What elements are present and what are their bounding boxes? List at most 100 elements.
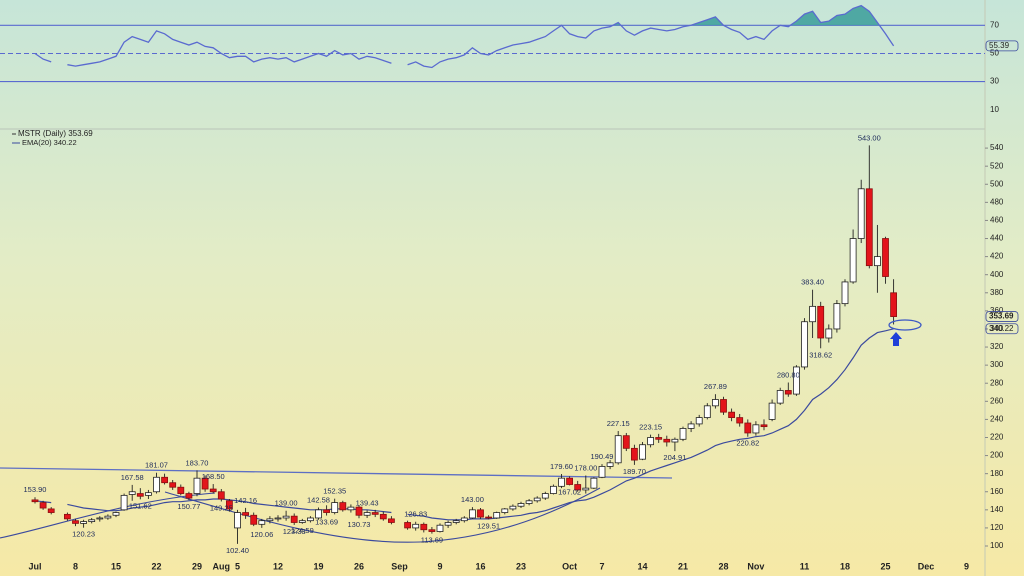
candle-body bbox=[31, 499, 39, 503]
value-tag: 340.22 bbox=[989, 324, 1014, 333]
candle-body bbox=[80, 521, 87, 524]
high-label: 280.80 bbox=[777, 370, 800, 379]
value-tag-box bbox=[985, 311, 1019, 322]
rsi-tick-label: 30 bbox=[990, 77, 999, 86]
candle-body bbox=[371, 512, 379, 515]
candle-body bbox=[784, 390, 792, 395]
x-tick-label: Aug bbox=[213, 561, 231, 571]
low-label: 113.69 bbox=[421, 536, 443, 545]
candle-body bbox=[712, 399, 719, 407]
high-label: 153.90 bbox=[24, 485, 47, 494]
candle-body bbox=[485, 516, 493, 519]
candle-body bbox=[104, 515, 112, 519]
candle-body bbox=[282, 515, 290, 519]
candle-body bbox=[501, 508, 509, 513]
x-tick-label: 8 bbox=[73, 561, 78, 571]
candle-body bbox=[509, 505, 517, 510]
y-tick-label: 160 bbox=[990, 487, 1004, 496]
candle-body bbox=[355, 506, 363, 516]
candle-body bbox=[47, 508, 55, 513]
candle-body bbox=[64, 513, 71, 520]
candle-body bbox=[890, 292, 897, 317]
candle-body bbox=[841, 281, 849, 305]
y-tick-label: 500 bbox=[990, 179, 1004, 188]
y-tick-label: 200 bbox=[990, 451, 1004, 460]
candle-body bbox=[234, 512, 241, 529]
high-label: 383.40 bbox=[801, 278, 824, 287]
candle-body bbox=[736, 417, 744, 424]
candle-body bbox=[96, 517, 104, 520]
value-tag: 55.39 bbox=[989, 41, 1010, 50]
low-label: 123.33 bbox=[283, 527, 306, 536]
candle-body bbox=[242, 512, 250, 516]
high-label: 190.49 bbox=[591, 452, 614, 461]
high-label: 183.70 bbox=[186, 458, 209, 467]
candle-body bbox=[136, 493, 144, 497]
x-tick-label: 16 bbox=[475, 561, 485, 571]
candle-body bbox=[663, 438, 671, 443]
y-tick-label: 380 bbox=[990, 288, 1004, 297]
candle-body bbox=[622, 435, 630, 449]
rsi-tick-label: 50 bbox=[990, 49, 999, 58]
candle-body bbox=[728, 411, 735, 418]
x-tick-label: 5 bbox=[235, 561, 240, 571]
candle-body bbox=[493, 512, 501, 519]
y-tick-label: 320 bbox=[990, 342, 1004, 351]
candle-body bbox=[444, 522, 452, 526]
high-label: 126.83 bbox=[404, 510, 427, 519]
high-label: 179.60 bbox=[550, 462, 573, 471]
high-label: 227.15 bbox=[607, 419, 630, 428]
x-tick-label: 12 bbox=[273, 561, 283, 571]
candle-body bbox=[161, 476, 169, 484]
candle-body bbox=[833, 303, 841, 330]
y-tick-label: 540 bbox=[990, 143, 1004, 152]
y-tick-label: 260 bbox=[990, 396, 1004, 405]
y-tick-label: 520 bbox=[990, 161, 1004, 170]
arrow-icon bbox=[890, 332, 902, 346]
candle-body bbox=[671, 438, 679, 443]
candle-body bbox=[201, 477, 209, 490]
low-label: 204.91 bbox=[663, 453, 686, 462]
value-tag-box bbox=[985, 323, 1019, 335]
candle-body bbox=[776, 390, 784, 404]
candle-body bbox=[379, 513, 387, 520]
high-label: 223.15 bbox=[639, 423, 662, 432]
candle-body bbox=[428, 529, 436, 532]
candle-body bbox=[809, 305, 816, 323]
candle-body bbox=[153, 476, 160, 493]
low-label: 318.62 bbox=[809, 350, 832, 359]
x-tick-label: 18 bbox=[840, 561, 850, 571]
candle-body bbox=[169, 482, 177, 488]
candle-body bbox=[452, 520, 460, 523]
candle-body bbox=[817, 305, 825, 339]
y-tick-label: 240 bbox=[990, 415, 1004, 424]
y-tick-label: 420 bbox=[990, 252, 1004, 261]
candle-body bbox=[793, 366, 800, 395]
high-label: 143.00 bbox=[461, 495, 484, 504]
candle-body bbox=[306, 517, 314, 522]
high-label: 168.50 bbox=[202, 472, 225, 481]
y-tick-label: 100 bbox=[990, 541, 1004, 550]
x-tick-label: 25 bbox=[880, 561, 890, 571]
low-label: 167.02 bbox=[558, 487, 581, 496]
x-tick-label: Nov bbox=[747, 561, 764, 571]
low-label: 150.77 bbox=[177, 502, 200, 511]
candle-body bbox=[639, 444, 646, 460]
y-tick-label: 440 bbox=[990, 234, 1004, 243]
series-label: MSTR (Daily) 353.69 bbox=[18, 129, 93, 138]
candle-body bbox=[541, 493, 549, 499]
candle-body bbox=[112, 512, 120, 516]
x-tick-label: 14 bbox=[637, 561, 647, 571]
candle-body bbox=[339, 502, 347, 511]
candle-body bbox=[460, 517, 468, 522]
low-label: 189.70 bbox=[623, 467, 646, 476]
low-label: 130.73 bbox=[348, 520, 371, 529]
highlight-ellipse bbox=[888, 319, 922, 331]
x-tick-label: 19 bbox=[313, 561, 323, 571]
low-label: 220.82 bbox=[736, 439, 759, 448]
x-tick-label: 29 bbox=[192, 561, 202, 571]
candle-body bbox=[477, 509, 484, 518]
y-tick-label: 400 bbox=[990, 270, 1004, 279]
candle-body bbox=[525, 500, 533, 504]
